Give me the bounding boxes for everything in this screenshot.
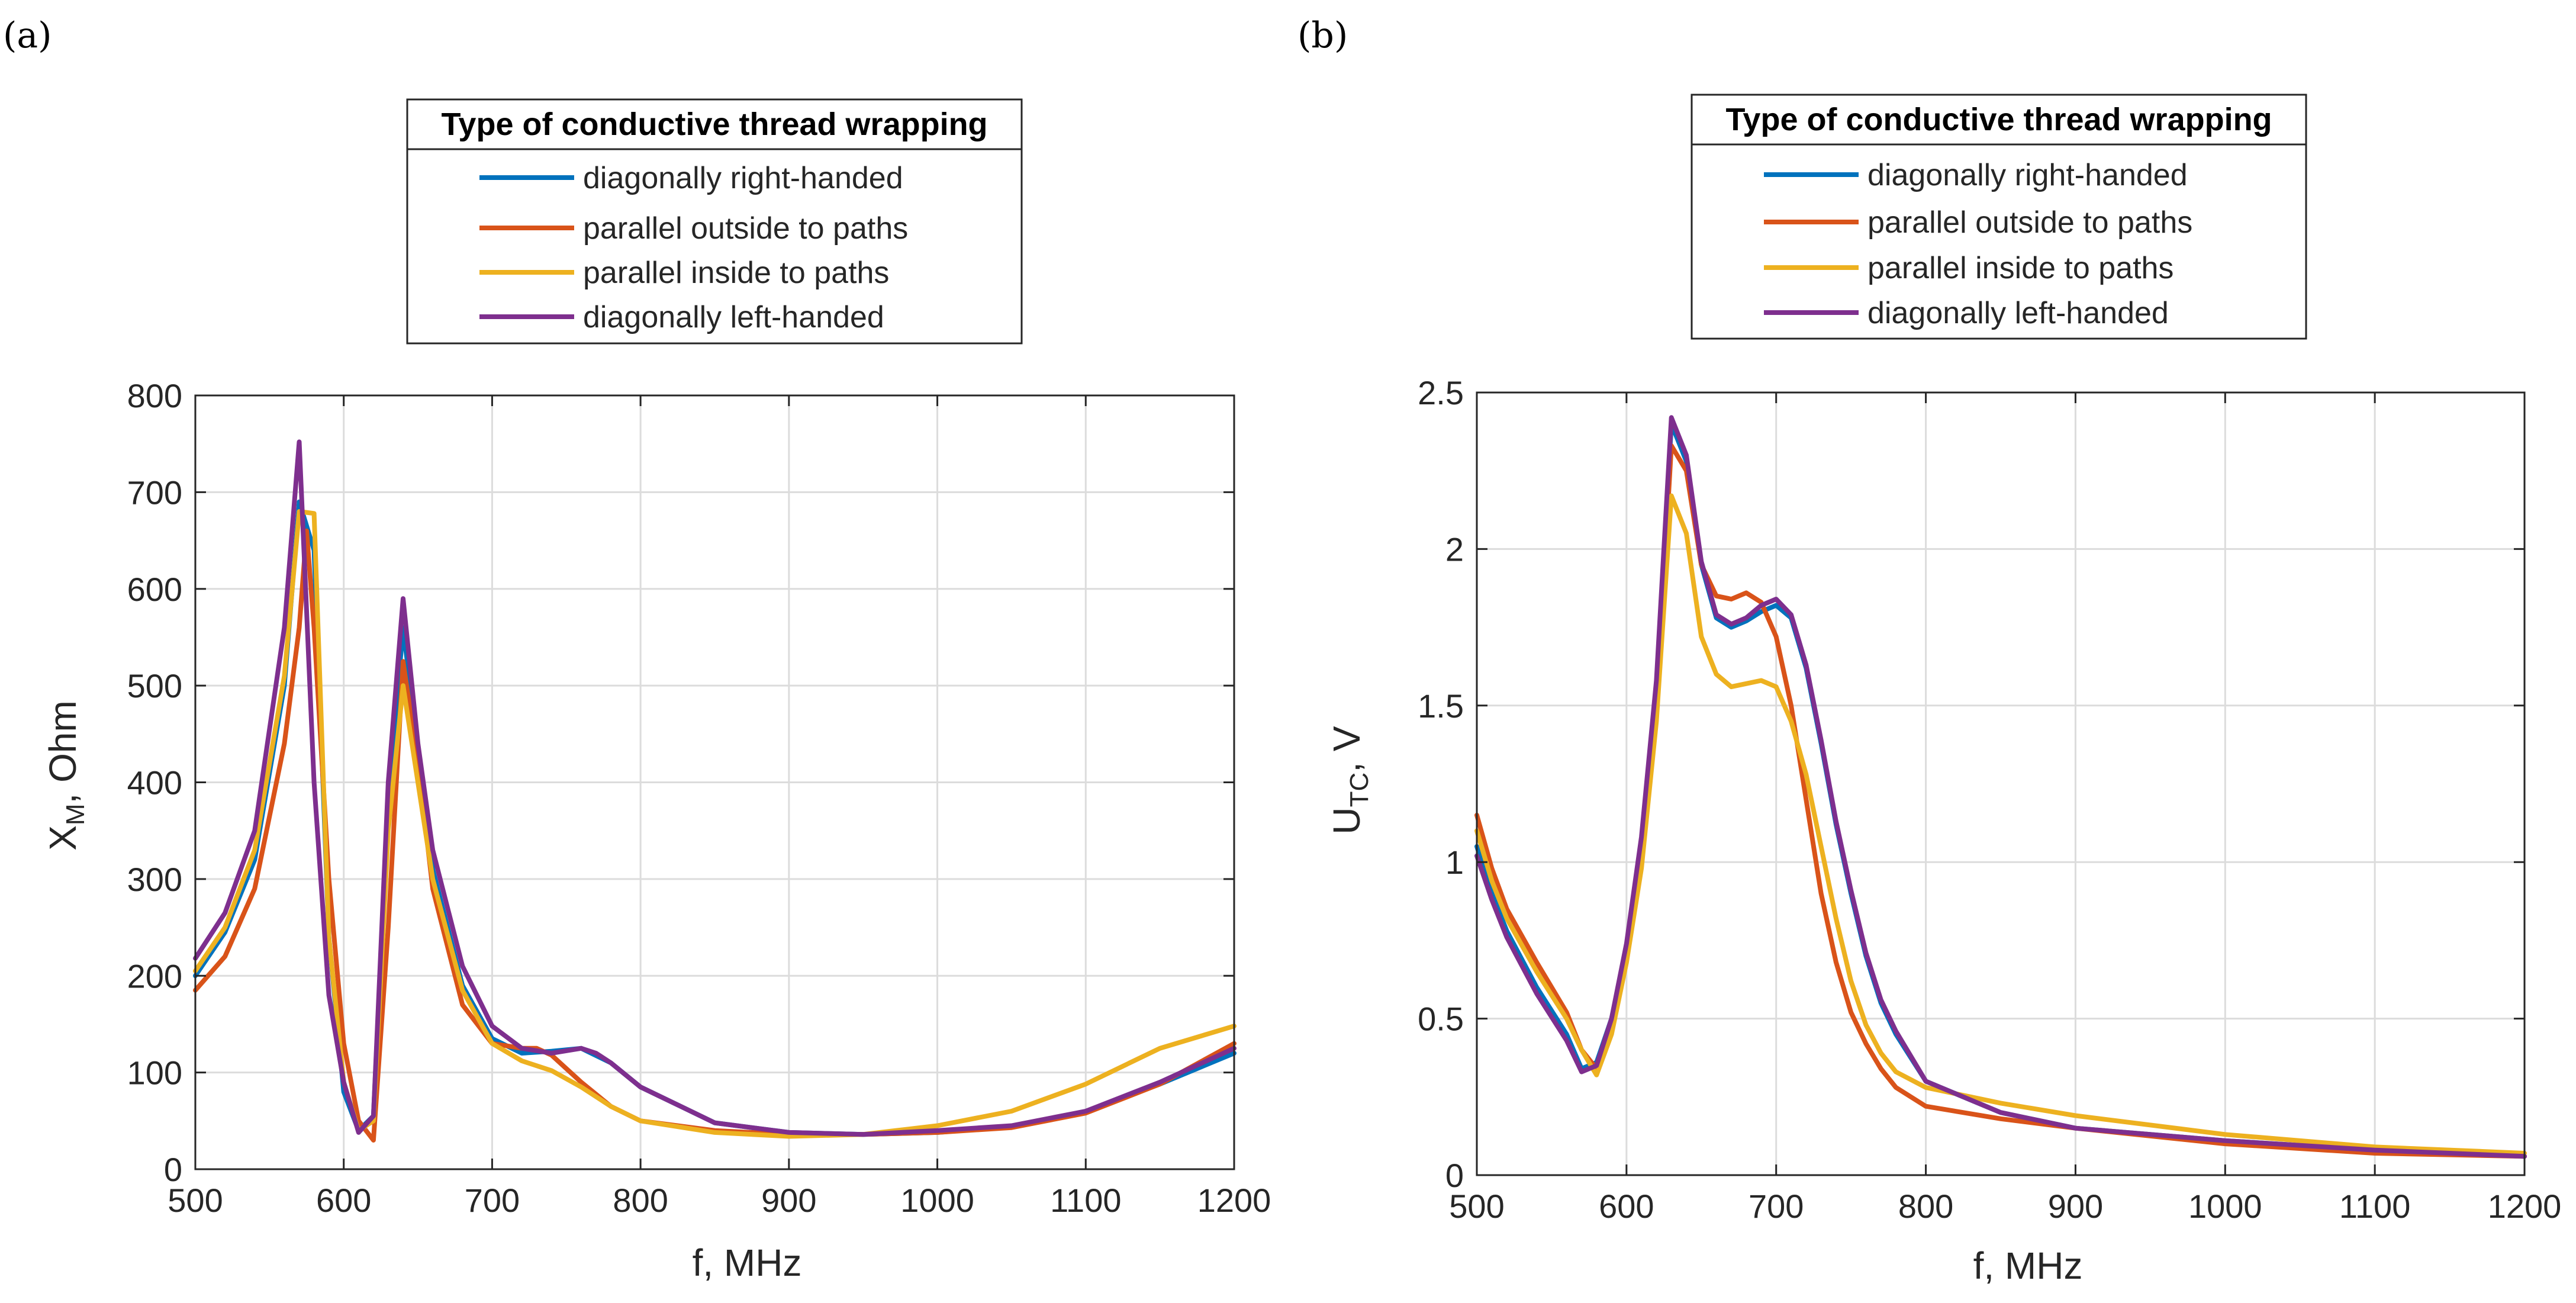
panel-b-y-tick-label: 0.5 (1418, 1000, 1464, 1038)
panel-a-x-tick-label: 900 (761, 1182, 816, 1219)
panel-a-legend-entry-4: diagonally left-handed (583, 300, 884, 334)
panel-a-x-tick-label: 500 (168, 1182, 223, 1219)
panel-a-series-line-3 (193, 509, 1237, 1139)
panel-a-legend-entry-2: parallel outside to paths (583, 211, 908, 246)
panel-a-y-tick-label: 500 (127, 667, 182, 704)
panel-b-legend-entry-2: parallel outside to paths (1867, 205, 2192, 240)
panel-a-legend-entry-1: diagonally right-handed (583, 161, 903, 195)
panel-b-plot-background (1477, 392, 2525, 1175)
panel-b-x-tick-label: 700 (1749, 1188, 1804, 1225)
panel-b-y-tick-label: 1.5 (1418, 687, 1464, 725)
panel-b-series-line-4 (1474, 415, 2527, 1159)
panel-b-x-tick-label: 500 (1449, 1188, 1504, 1225)
panel-b-y-tick-label: 1 (1445, 844, 1464, 881)
panel-b-y-tick-label: 2 (1445, 530, 1464, 568)
panel-b-legend-entry-1: diagonally right-handed (1867, 158, 2188, 192)
panel-b-x-tick-label: 600 (1599, 1188, 1654, 1225)
panel-b-chart: (b) Type of conductive thread wrapping d… (1297, 15, 2561, 1287)
panel-b-x-tick-label: 900 (2048, 1188, 2103, 1225)
panel-a-label: (a) (3, 15, 52, 56)
panel-a-x-tick-label: 700 (465, 1182, 520, 1219)
panel-a-x-tick-label: 600 (316, 1182, 371, 1219)
panel-b-y-tick-label: 2.5 (1418, 374, 1464, 411)
panel-b-x-tick-label: 800 (1898, 1188, 1953, 1225)
panel-a-y-tick-label: 700 (127, 474, 182, 511)
panel-a-y-tick-label: 200 (127, 957, 182, 995)
panel-b-label: (b) (1297, 15, 1348, 56)
panel-a-y-tick-label: 100 (127, 1054, 182, 1092)
panel-b-legend-title: Type of conductive thread wrapping (1725, 102, 2272, 137)
panel-b-legend-box (1690, 94, 2307, 340)
panel-a-y-tick-label: 800 (127, 377, 182, 414)
panel-a-x-tick-label: 1200 (1197, 1182, 1271, 1219)
panel-a-y-tick-label: 600 (127, 571, 182, 608)
panel-a-legend: Type of conductive thread wrapping diago… (406, 98, 1023, 345)
panel-b-legend-entry-4: diagonally left-handed (1867, 296, 2169, 330)
panel-a-series-line-4 (193, 439, 1237, 1137)
panel-a-x-tick-label: 1100 (1050, 1182, 1121, 1219)
panel-a-legend-box (406, 98, 1023, 345)
panel-b-series-line-3 (1474, 493, 2527, 1156)
panel-b-x-tick-label: 1100 (2339, 1188, 2410, 1225)
panel-a-y-tick-label: 400 (127, 764, 182, 802)
panel-b-x-tick-label: 1000 (2188, 1188, 2262, 1225)
panel-b-axes-frame (1476, 391, 2526, 1176)
panel-b-y-axis-label: UTC, V (1325, 726, 1374, 834)
panel-b-y-tick-label: 0 (1445, 1157, 1464, 1194)
panel-b-plot-area: 500 600 700 800 900 1000 1100 1200 0 0.5 1 1.5 2 2.5 (1418, 374, 2561, 1225)
panel-a-y-axis-label: XM, Ohm (41, 700, 90, 851)
panel-a-legend-title: Type of conductive thread wrapping (441, 107, 987, 142)
panel-b-legend: Type of conductive thread wrapping diago… (1690, 94, 2307, 340)
panel-b-legend-entry-3: parallel inside to paths (1867, 251, 2174, 285)
panel-a-legend-entry-3: parallel inside to paths (583, 256, 889, 290)
panel-a-y-tick-label: 0 (164, 1151, 182, 1188)
panel-a-x-tick-label: 1000 (900, 1182, 974, 1219)
panel-a-chart: (a) Type of conductive thread wrapping d… (3, 15, 1271, 1284)
panel-a-x-axis-label: f, MHz (693, 1241, 802, 1284)
panel-b-x-axis-label: f, MHz (1973, 1244, 2083, 1287)
panel-b-x-tick-label: 1200 (2488, 1188, 2562, 1225)
panel-a-y-tick-label: 300 (127, 861, 182, 898)
panel-a-plot-area: 500 600 700 800 900 1000 1100 1200 0 100 200 300 400… (127, 377, 1271, 1219)
panel-a-x-tick-label: 800 (613, 1182, 668, 1219)
